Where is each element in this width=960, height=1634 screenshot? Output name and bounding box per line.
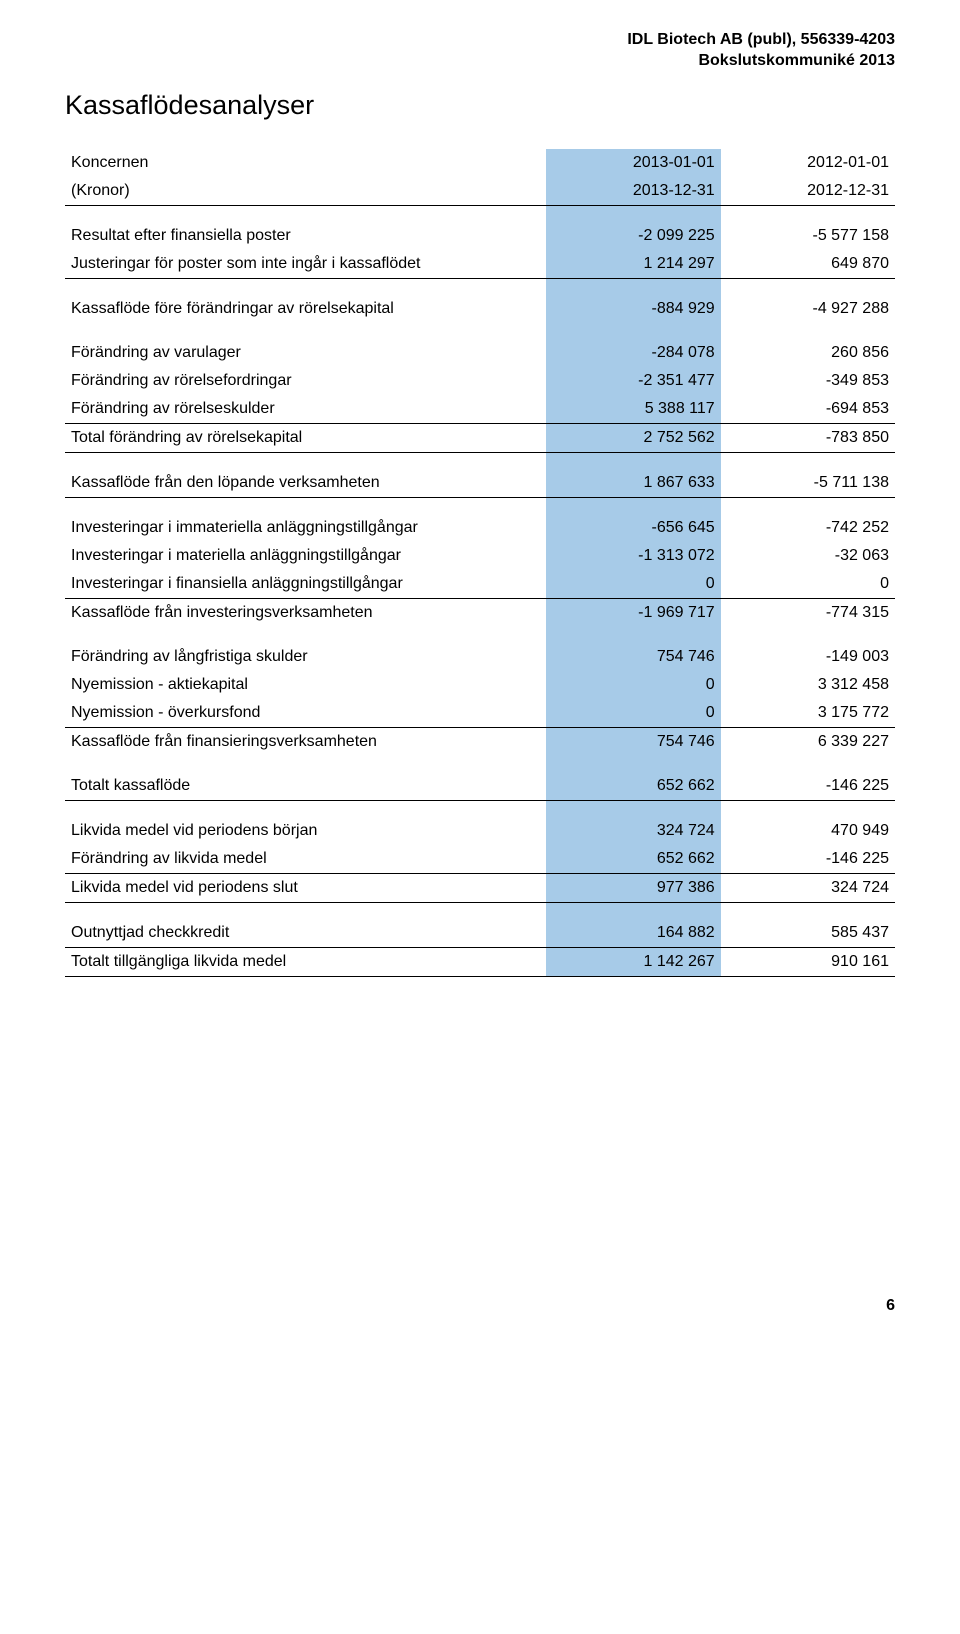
table-header-row-1: Koncernen 2013-01-01 2012-01-01 [65,149,895,177]
table-row: Investeringar i finansiella anläggningst… [65,570,895,599]
table-row: Totalt tillgängliga likvida medel 1 142 … [65,947,895,976]
table-row: Nyemission - aktiekapital 0 3 312 458 [65,671,895,699]
table-row: Kassaflöde från finansieringsverksamhete… [65,727,895,756]
table-row: Likvida medel vid periodens slut 977 386… [65,873,895,902]
table-row: Förändring av likvida medel 652 662 -146… [65,845,895,874]
col1-header-top: 2013-01-01 [546,149,720,177]
table-row: Nyemission - överkursfond 0 3 175 772 [65,699,895,728]
page-number: 6 [65,1297,895,1315]
page-title: Kassaflödesanalyser [65,90,895,121]
table-header-row-2: (Kronor) 2013-12-31 2012-12-31 [65,177,895,206]
table-row: Likvida medel vid periodens början 324 7… [65,817,895,845]
table-row: Investeringar i immateriella anläggnings… [65,514,895,542]
header-line-1: IDL Biotech AB (publ), 556339-4203 [65,30,895,51]
table-row: Kassaflöde från den löpande verksamheten… [65,469,895,498]
table-row: Outnyttjad checkkredit 164 882 585 437 [65,919,895,948]
cashflow-table: Koncernen 2013-01-01 2012-01-01 (Kronor)… [65,149,895,977]
col2-header-bot: 2012-12-31 [721,177,895,206]
table-row: Justeringar för poster som inte ingår i … [65,250,895,279]
doc-header: IDL Biotech AB (publ), 556339-4203 Boksl… [65,30,895,72]
sub-label: (Kronor) [65,177,546,206]
col1-header-bot: 2013-12-31 [546,177,720,206]
col2-header-top: 2012-01-01 [721,149,895,177]
table-row: Kassaflöde före förändringar av rörelsek… [65,295,895,323]
table-row: Förändring av varulager -284 078 260 856 [65,339,895,367]
table-row: Förändring av långfristiga skulder 754 7… [65,643,895,671]
header-line-2: Bokslutskommuniké 2013 [65,51,895,72]
table-row: Kassaflöde från investeringsverksamheten… [65,598,895,627]
table-row: Total förändring av rörelsekapital 2 752… [65,423,895,452]
entity-label: Koncernen [65,149,546,177]
table-row: Förändring av rörelsefordringar -2 351 4… [65,367,895,395]
table-row: Investeringar i materiella anläggningsti… [65,542,895,570]
table-row: Resultat efter finansiella poster -2 099… [65,222,895,250]
table-row: Totalt kassaflöde 652 662 -146 225 [65,772,895,801]
table-row: Förändring av rörelseskulder 5 388 117 -… [65,395,895,424]
